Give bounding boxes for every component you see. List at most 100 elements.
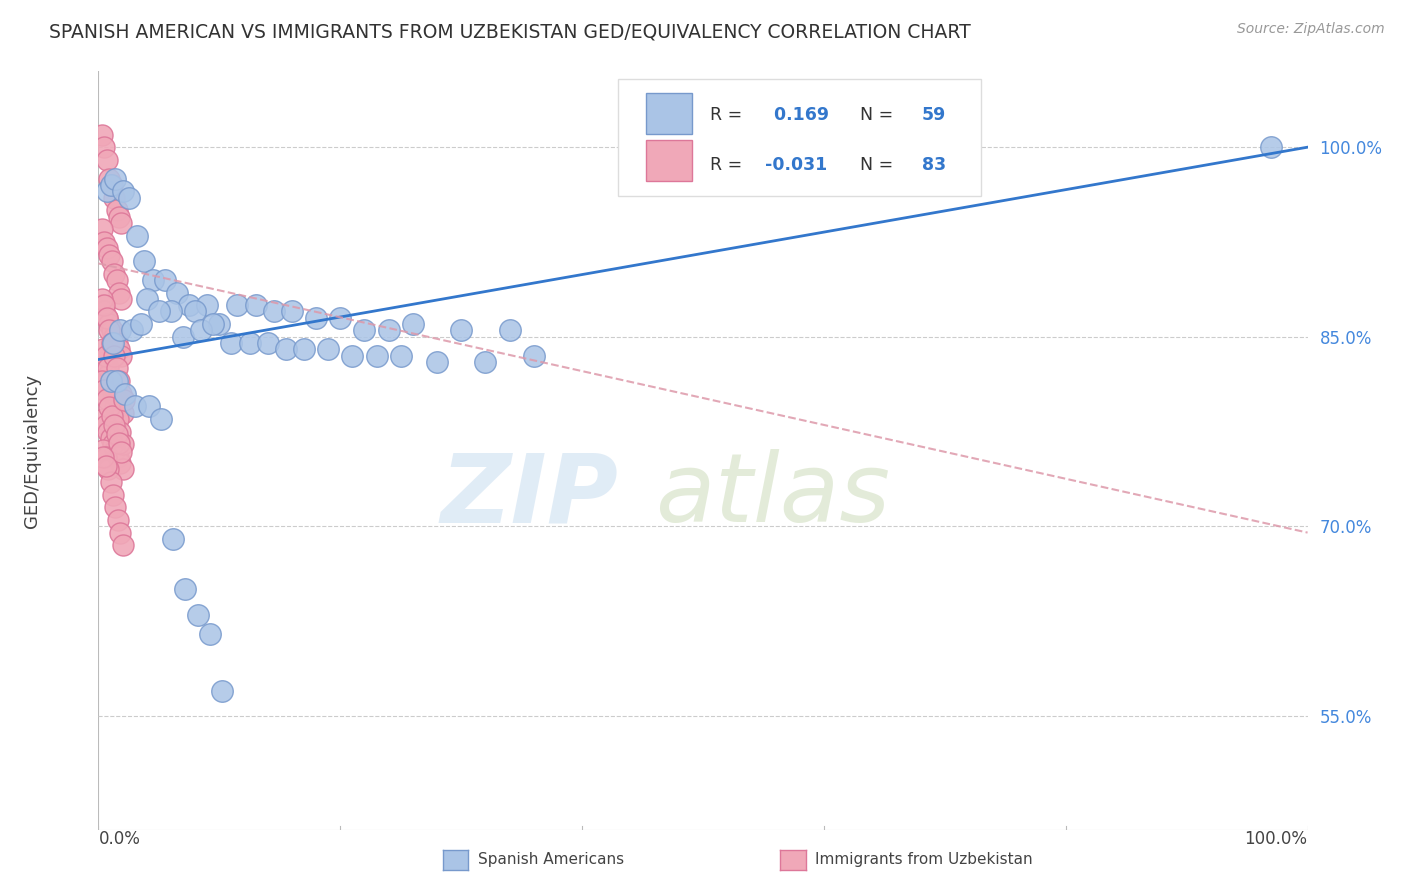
Point <box>98 323 121 337</box>
Point <box>142 273 165 287</box>
Point <box>274 343 297 357</box>
Point <box>108 399 131 413</box>
Point <box>195 298 218 312</box>
Point <box>100 178 122 193</box>
Point <box>101 336 124 351</box>
Point <box>160 304 183 318</box>
Point <box>91 222 114 236</box>
Point <box>353 323 375 337</box>
Point <box>121 323 143 337</box>
Point <box>111 185 134 199</box>
Point <box>104 443 127 458</box>
Text: N =: N = <box>849 155 898 174</box>
Point <box>402 317 425 331</box>
Point <box>211 683 233 698</box>
Text: GED/Equivalency: GED/Equivalency <box>22 374 41 527</box>
Point <box>127 228 149 243</box>
Point <box>108 456 131 470</box>
Point <box>108 343 131 357</box>
Point <box>377 323 399 337</box>
Point <box>110 216 132 230</box>
Point <box>110 349 132 363</box>
Point <box>93 235 115 249</box>
Text: N =: N = <box>849 106 898 124</box>
Point <box>94 418 117 433</box>
Point <box>101 380 124 394</box>
Point <box>108 435 131 450</box>
Point <box>100 475 122 489</box>
Text: 0.169: 0.169 <box>768 106 830 124</box>
Point <box>366 349 388 363</box>
Point <box>498 323 520 337</box>
Point <box>105 273 128 287</box>
Point <box>104 171 127 186</box>
Point <box>103 267 125 281</box>
Point <box>124 399 146 413</box>
Point <box>190 323 212 337</box>
Point <box>111 405 134 419</box>
Point <box>97 368 120 382</box>
Point <box>101 437 124 451</box>
Point <box>1260 140 1282 154</box>
Point <box>450 323 472 337</box>
Text: -0.031: -0.031 <box>765 155 827 174</box>
Point <box>316 343 339 357</box>
Point <box>111 437 134 451</box>
Point <box>105 374 128 388</box>
Text: Spanish Americans: Spanish Americans <box>478 853 624 867</box>
Point <box>100 374 122 388</box>
Text: ZIP: ZIP <box>440 450 619 542</box>
Point <box>94 450 117 464</box>
Point <box>94 361 117 376</box>
Point <box>305 310 328 325</box>
Point <box>135 292 157 306</box>
Point <box>93 140 115 154</box>
Point <box>91 374 114 388</box>
Point <box>105 336 128 351</box>
Point <box>104 500 127 515</box>
Point <box>94 458 117 473</box>
Point <box>105 361 128 376</box>
Point <box>129 317 152 331</box>
Point <box>103 349 125 363</box>
Point <box>110 386 132 401</box>
Point <box>108 525 131 540</box>
Point <box>281 304 304 318</box>
Point <box>96 310 118 325</box>
Point <box>96 392 118 406</box>
Point <box>98 401 121 415</box>
Point <box>523 349 546 363</box>
Text: atlas: atlas <box>655 450 890 542</box>
Point <box>100 178 122 193</box>
Point <box>101 386 124 401</box>
Point <box>174 582 197 597</box>
Point <box>91 355 114 369</box>
Point <box>256 336 278 351</box>
Point <box>239 336 262 351</box>
Point <box>105 203 128 218</box>
Point <box>179 298 201 312</box>
Point <box>111 538 134 552</box>
Point <box>107 450 129 464</box>
Point <box>104 399 127 413</box>
Point <box>103 191 125 205</box>
FancyBboxPatch shape <box>619 79 981 196</box>
Point <box>91 443 114 458</box>
Point <box>100 431 122 445</box>
Point <box>108 425 131 439</box>
Point <box>112 392 135 407</box>
Point <box>107 412 129 426</box>
Point <box>93 298 115 312</box>
Bar <box>647 93 692 135</box>
Point <box>153 273 176 287</box>
Point <box>91 298 114 312</box>
Point <box>101 488 124 502</box>
Point <box>474 355 496 369</box>
Point <box>108 285 131 300</box>
Point <box>100 374 122 388</box>
Point <box>245 298 267 312</box>
Point <box>105 427 128 442</box>
Point <box>108 210 131 224</box>
Point <box>426 355 449 369</box>
Point <box>96 241 118 255</box>
